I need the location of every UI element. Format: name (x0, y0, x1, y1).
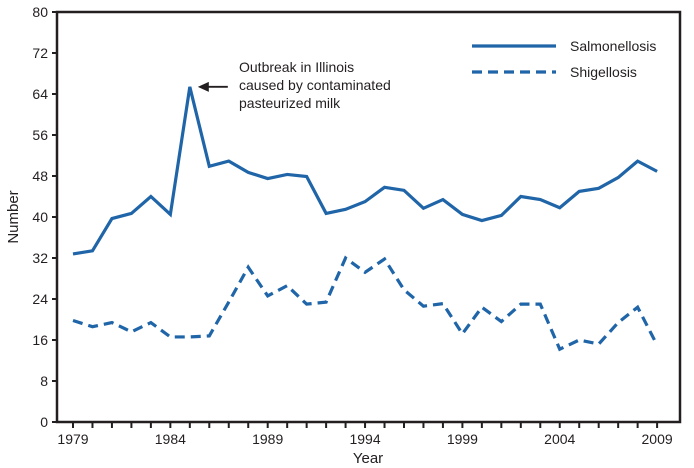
x-axis-label: Year (353, 450, 383, 467)
series-line-salmonellosis (72, 86, 658, 256)
x-tick-label: 1989 (252, 431, 283, 447)
x-tick-label: 2009 (642, 431, 673, 447)
y-tick-label: 8 (40, 373, 48, 389)
y-tick-label: 32 (32, 250, 48, 266)
legend-label-salmonellosis: Salmonellosis (570, 38, 656, 54)
x-tick-label: 1999 (447, 431, 478, 447)
y-tick-label: 56 (32, 127, 48, 143)
y-tick-label: 72 (32, 45, 48, 61)
y-tick-label: 16 (32, 332, 48, 348)
y-tick-label: 48 (32, 168, 48, 184)
series-line-shigellosis (72, 255, 659, 352)
y-tick-label: 40 (32, 209, 48, 225)
x-tick-label: 2004 (544, 431, 575, 447)
annotation-text: pasteurized milk (239, 95, 341, 111)
y-tick-label: 80 (32, 4, 48, 20)
y-tick-label: 64 (32, 86, 48, 102)
y-tick-label: 0 (40, 414, 48, 430)
x-tick-label: 1994 (349, 431, 380, 447)
x-tick-label: 1979 (57, 431, 88, 447)
y-axis-label: Number (5, 190, 22, 243)
annotation-text: Outbreak in Illinois (239, 59, 354, 75)
annotation-arrowhead-icon (197, 81, 209, 92)
y-tick-label: 24 (32, 291, 48, 307)
x-tick-label: 1984 (155, 431, 186, 447)
legend-label-shigellosis: Shigellosis (570, 64, 637, 80)
annotation-text: caused by contaminated (239, 77, 391, 93)
